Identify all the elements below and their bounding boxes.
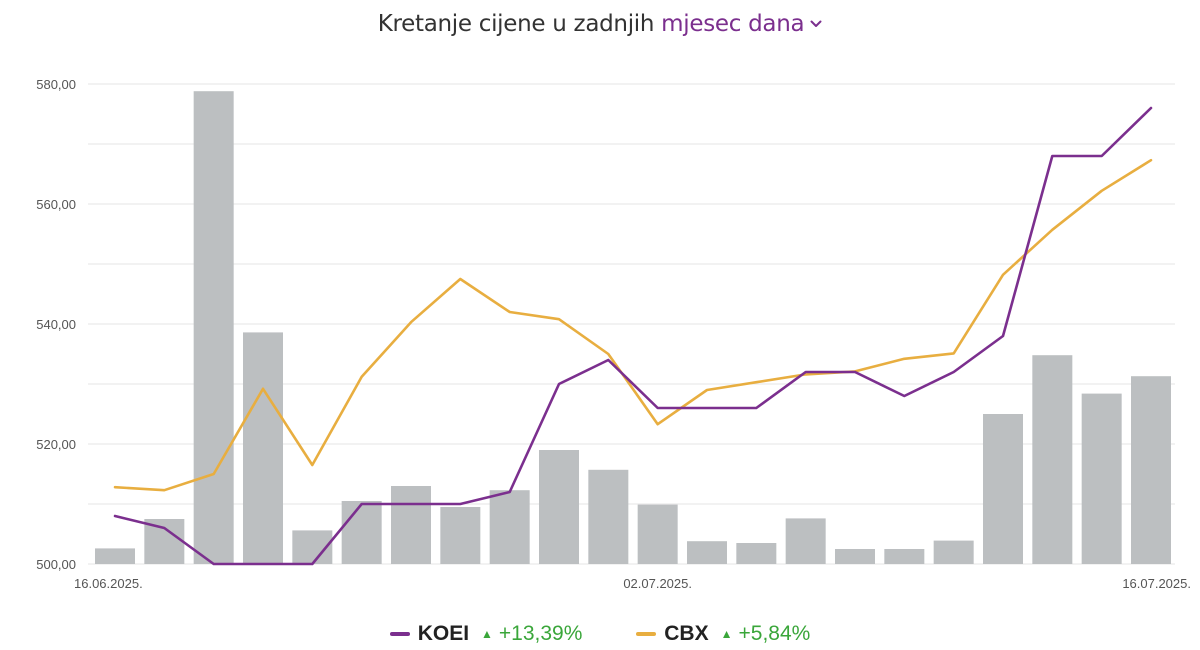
y-tick-label: 520,00 [36, 437, 76, 452]
x-tick-label: 16.06.2025. [74, 576, 143, 591]
x-tick-label: 16.07.2025. [1122, 576, 1191, 591]
volume-bar [588, 469, 629, 564]
series-line-cbx [113, 158, 1153, 492]
volume-bar [736, 543, 777, 564]
title-prefix: Kretanje cijene u zadnjih [377, 11, 655, 37]
legend-change-koei: +13,39% [498, 622, 583, 645]
volume-bar [884, 549, 925, 564]
y-tick-label: 500,00 [36, 557, 76, 572]
volume-bars [95, 91, 1171, 564]
period-selector[interactable]: mjesec dana [661, 11, 822, 37]
volume-bar [637, 504, 678, 564]
volume-bar [489, 490, 530, 564]
chevron-down-icon [810, 8, 822, 34]
volume-bar [95, 548, 135, 564]
volume-bar [1081, 393, 1122, 564]
legend-change-cbx: +5,84% [738, 622, 811, 645]
volume-bar [243, 332, 283, 564]
up-triangle-icon: ▲ [481, 627, 493, 641]
volume-bar [933, 540, 974, 564]
volume-bar [341, 501, 382, 564]
volume-bar [144, 519, 185, 564]
legend: KOEI ▲ +13,39% CBX ▲ +5,84% [0, 618, 1200, 646]
y-axis: 500,00 520,00 540,00 560,00 580,00 [36, 77, 76, 572]
legend-item-cbx[interactable]: CBX ▲ +5,84% [636, 622, 810, 646]
volume-bar [539, 450, 579, 564]
series-lines [113, 106, 1153, 566]
y-tick-label: 580,00 [36, 77, 76, 92]
volume-bar [687, 541, 727, 564]
price-chart: 500,00 520,00 540,00 560,00 580,00 16.06.202… [36, 77, 1191, 591]
y-tick-label: 560,00 [36, 197, 76, 212]
x-tick-label: 02.07.2025. [623, 576, 692, 591]
legend-item-koei[interactable]: KOEI ▲ +13,39% [389, 622, 583, 646]
swatch-koei [389, 632, 410, 636]
y-tick-label: 540,00 [36, 317, 76, 332]
chart-title: Kretanje cijene u zadnjih mjesec dana [0, 8, 1200, 37]
volume-bar [440, 507, 481, 564]
legend-name-koei: KOEI [417, 622, 470, 645]
volume-bar [1131, 376, 1171, 564]
volume-bar [1032, 355, 1073, 564]
volume-bar [835, 549, 875, 564]
x-axis: 16.06.2025. 02.07.2025. 16.07.2025. [74, 576, 1191, 591]
period-label: mjesec dana [661, 11, 805, 37]
swatch-cbx [636, 632, 657, 636]
volume-bar [391, 486, 431, 564]
volume-bar [983, 414, 1023, 564]
volume-bar [193, 91, 234, 564]
series-line-koei [113, 106, 1153, 566]
legend-name-cbx: CBX [664, 622, 709, 645]
up-triangle-icon: ▲ [720, 627, 733, 641]
volume-bar [785, 518, 826, 564]
